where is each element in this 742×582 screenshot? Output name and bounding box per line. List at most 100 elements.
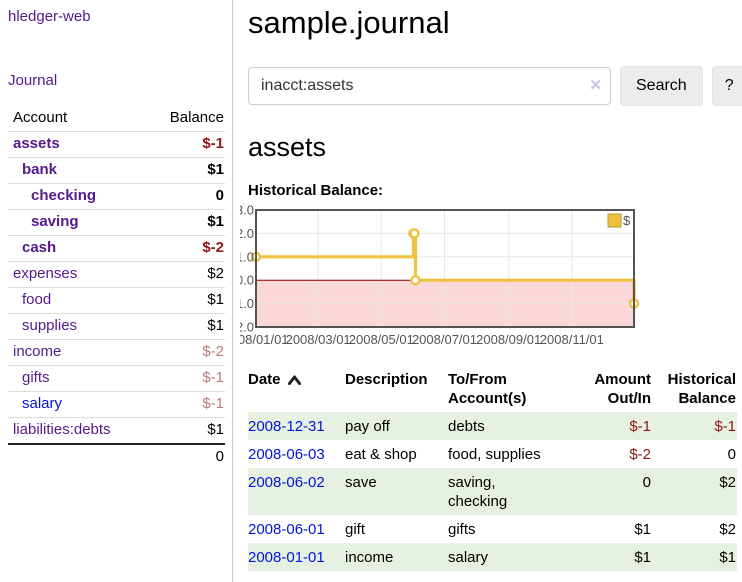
register-balance: $-1: [714, 418, 736, 435]
account-row: liabilities:debts $1: [8, 417, 225, 445]
historical-balance-chart: $3.02.01.00.0-1.0-2.02008/01/012008/03/0…: [223, 203, 640, 347]
account-tree-body: assets $-1 bank $1 checking 0 saving $1 cash $-2 e…: [8, 131, 225, 445]
date-header-label: Date: [248, 371, 281, 388]
register-header-accounts: To/From Account(s): [448, 371, 527, 407]
account-tree-total: 0: [215, 448, 224, 465]
svg-text:3.0: 3.0: [240, 205, 254, 218]
clear-search-icon[interactable]: ✕: [589, 77, 602, 94]
register-accounts: saving, checking: [448, 474, 508, 510]
account-link[interactable]: food: [22, 291, 52, 308]
register-accounts: gifts: [448, 521, 476, 538]
account-link[interactable]: liabilities:debts: [13, 421, 111, 438]
register-row[interactable]: 2008-06-03 eat & shop food, supplies $-2 0: [248, 440, 737, 468]
register-row[interactable]: 2008-12-31 pay off debts $-1 $-1: [248, 412, 737, 440]
svg-text:2.0: 2.0: [240, 226, 254, 241]
account-link[interactable]: assets: [13, 135, 60, 152]
svg-text:2008/09/01: 2008/09/01: [476, 332, 541, 347]
svg-text:1.0: 1.0: [240, 249, 254, 264]
register-header-amount: Amount Out/In: [594, 371, 651, 407]
account-link[interactable]: cash: [22, 239, 57, 256]
account-link[interactable]: bank: [22, 161, 58, 178]
register-amount: $-2: [629, 446, 651, 463]
register-header-row: Date Description To/From Account(s) Amoun…: [248, 368, 737, 412]
help-button[interactable]: ?: [711, 66, 742, 106]
account-balance: $1: [207, 161, 224, 178]
account-balance: $-1: [202, 135, 224, 152]
account-row: assets $-1: [8, 131, 225, 158]
account-heading: assets: [248, 132, 327, 162]
page-title: sample.journal: [248, 5, 450, 40]
svg-text:2008/01/01: 2008/01/01: [240, 332, 289, 347]
register-accounts: debts: [448, 418, 485, 435]
account-link[interactable]: income: [13, 343, 62, 360]
account-link[interactable]: saving: [31, 213, 79, 230]
register-date-link[interactable]: 2008-01-01: [248, 549, 325, 566]
account-balance: $-2: [202, 343, 224, 360]
account-balance: $-2: [202, 239, 224, 256]
svg-text:2008/03/01: 2008/03/01: [286, 332, 351, 347]
account-balance: $1: [207, 213, 224, 230]
chart-label: Historical Balance:: [248, 182, 384, 199]
account-balance: $-1: [202, 369, 224, 386]
register-date-link[interactable]: 2008-06-02: [248, 474, 325, 491]
register-description: eat & shop: [345, 446, 417, 463]
search-button[interactable]: Search: [620, 66, 703, 106]
register-description: income: [345, 549, 394, 566]
account-link[interactable]: checking: [31, 187, 97, 204]
register-date-link[interactable]: 2008-12-31: [248, 418, 325, 435]
register-row[interactable]: 2008-01-01 income salary $1 $1: [248, 543, 737, 571]
account-balance: $1: [207, 291, 224, 308]
chart-container: $3.02.01.00.0-1.0-2.02008/01/012008/03/0…: [223, 203, 737, 358]
register-header-date[interactable]: Date: [248, 368, 345, 412]
register-accounts: salary: [448, 549, 489, 566]
account-row: food $1: [8, 287, 225, 314]
register-table: Date Description To/From Account(s) Amoun…: [248, 368, 737, 571]
account-link[interactable]: gifts: [22, 369, 50, 386]
main-content: sample.journal ✕ Search ? assets Histori…: [223, 0, 742, 571]
account-row: bank $1: [8, 157, 225, 184]
svg-text:2008/07/01: 2008/07/01: [412, 332, 477, 347]
register-balance: $2: [719, 474, 736, 491]
account-balance: 0: [215, 187, 224, 204]
balance-column-header: Balance: [169, 109, 224, 126]
search-box: ✕: [248, 67, 611, 105]
account-link[interactable]: salary: [22, 395, 63, 412]
register-date-link[interactable]: 2008-06-01: [248, 521, 325, 538]
account-tree: Account Balance assets $-1 bank $1 checking 0…: [8, 106, 225, 466]
account-tree-header: Account Balance: [8, 106, 225, 132]
register-description: pay off: [345, 418, 390, 435]
svg-text:0.0: 0.0: [240, 273, 254, 288]
svg-text:2008/05/01: 2008/05/01: [349, 332, 414, 347]
register-amount: 0: [642, 474, 651, 491]
register-rows: 2008-12-31 pay off debts $-1 $-1 2008-06-03 ea…: [248, 412, 737, 571]
app-brand-link[interactable]: hledger-web: [8, 8, 91, 25]
account-row: checking 0: [8, 183, 225, 210]
account-balance: $-1: [202, 395, 224, 412]
register-balance: $1: [719, 549, 736, 566]
register-header-balance: Historical Balance: [667, 371, 736, 407]
account-row: saving $1: [8, 209, 225, 236]
register-balance: 0: [727, 446, 736, 463]
account-balance: $1: [207, 421, 224, 438]
account-row: salary $-1: [8, 391, 225, 418]
register-row[interactable]: 2008-06-01 gift gifts $1 $2: [248, 515, 737, 543]
account-balance: $2: [207, 265, 224, 282]
account-row: income $-2: [8, 339, 225, 366]
account-row: supplies $1: [8, 313, 225, 340]
register-header-description: Description: [345, 371, 428, 388]
register-row[interactable]: 2008-06-02 save saving, checking 0 $2: [248, 468, 737, 515]
search-input[interactable]: [248, 67, 611, 105]
register-description: save: [345, 474, 377, 491]
account-column-header: Account: [13, 109, 68, 126]
register-amount: $-1: [629, 418, 651, 435]
svg-text:-1.0: -1.0: [240, 296, 254, 311]
register-date-link[interactable]: 2008-06-03: [248, 446, 325, 463]
sidebar-item-journal[interactable]: Journal: [8, 72, 58, 89]
account-row: cash $-2: [8, 235, 225, 262]
account-link[interactable]: supplies: [22, 317, 78, 334]
register-amount: $1: [634, 549, 651, 566]
sidebar: hledger-web Journal Account Balance asse…: [0, 0, 233, 582]
sort-ascending-icon: [287, 375, 301, 385]
account-row: gifts $-1: [8, 365, 225, 392]
account-link[interactable]: expenses: [13, 265, 78, 282]
